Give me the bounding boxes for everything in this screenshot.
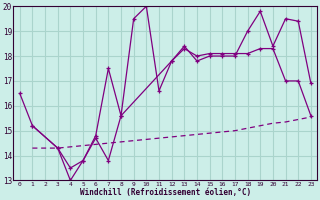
X-axis label: Windchill (Refroidissement éolien,°C): Windchill (Refroidissement éolien,°C) (80, 188, 251, 197)
